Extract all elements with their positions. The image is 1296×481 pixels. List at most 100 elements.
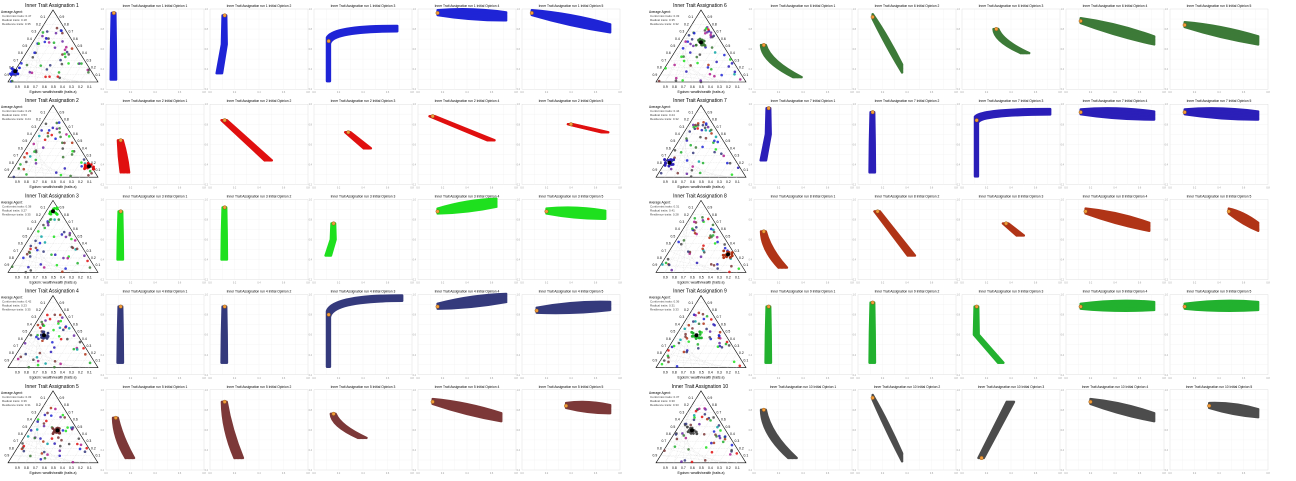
agent-point [63, 416, 66, 419]
agent-point [697, 343, 700, 346]
ternary-tick-label: 0.7 [717, 410, 722, 414]
agent-point [685, 137, 688, 140]
panel-tick-label: 1.0 [749, 8, 753, 11]
panel-tick-label: 0.8 [514, 377, 518, 380]
ternary-tick-label: 0.4 [60, 85, 65, 89]
trajectory-line [115, 13, 116, 80]
panel-tick-label: 0.6 [1242, 472, 1246, 475]
agent-point [58, 71, 61, 74]
agent-point [701, 216, 704, 219]
panel-tick-label: 1.0 [517, 198, 521, 201]
agent-point [692, 45, 695, 48]
agent-point [29, 248, 32, 251]
ternary-tick-label: 0.5 [51, 371, 56, 375]
initial-opinion-marker [223, 118, 227, 122]
agent-point [49, 218, 52, 221]
agent-point [55, 32, 58, 35]
ternary-title: Inner Trait Assignation 5 [25, 384, 79, 390]
agent-point [692, 126, 695, 129]
panel-tick-label: 0.8 [749, 218, 753, 221]
panel-tick-label: 0.8 [853, 314, 857, 317]
agent-point [709, 419, 712, 422]
agent-point [67, 62, 70, 65]
panel-tick-label: 1.0 [101, 389, 105, 392]
ternary-title: Inner Trait Assignation 10 [672, 384, 729, 390]
panel-tick-label: 0.0 [1064, 91, 1068, 94]
ternary-tick-label: 0.1 [735, 180, 740, 184]
ternary-title: Inner Trait Assignation 2 [25, 98, 79, 104]
ternary-tick-label: 0.5 [78, 139, 83, 143]
ternary-axis-label: Egoism: wealth/wealth (traits a) [29, 185, 76, 189]
panel-tick-label: 1.0 [853, 8, 857, 11]
agent-point [59, 59, 62, 62]
agent-point [720, 74, 723, 77]
ternary-tick-label: 0.9 [15, 466, 20, 470]
panel-tick-label: 0.8 [1162, 377, 1166, 380]
trajectory-panel: Inner Trait Assignation run 1 Initial Op… [517, 4, 623, 94]
ternary-tick-label: 0.1 [87, 85, 92, 89]
agent-point [661, 363, 664, 366]
ternary-tick-label: 0.3 [717, 466, 722, 470]
panel-tick-label: 1.0 [101, 294, 105, 297]
agent-point [73, 348, 76, 351]
trajectory-panel: Inner Trait Assignation run 6 Initial Op… [853, 4, 959, 94]
panel-tick-label: 0.6 [853, 429, 857, 432]
ternary-tick-label: 0.4 [82, 432, 87, 436]
panel-tick-label: 0.6 [594, 91, 598, 94]
panel-tick-label: 0.0 [520, 472, 524, 475]
agent-point [52, 329, 55, 332]
agent-point [27, 366, 30, 369]
ternary-tick-label: 0.9 [663, 85, 668, 89]
panel-tick-label: 0.8 [1061, 409, 1065, 412]
agent-point [72, 461, 75, 464]
ternary-tick-label: 0.1 [41, 15, 46, 19]
ternary-tick-label: 0.2 [739, 351, 744, 355]
agent-point [705, 328, 708, 331]
agent-point [683, 327, 686, 330]
panel-tick-label: 1.0 [853, 389, 857, 392]
legend-resilience: Resilience traits: 0.24 [2, 117, 31, 121]
ternary-title: Inner Trait Assignation 3 [25, 193, 79, 199]
panel-tick-label: 0.2 [985, 282, 989, 285]
panel-tick-label: 0.8 [517, 314, 521, 317]
panel-tick-label: 0.4 [853, 68, 857, 71]
ternary-tick-label: 0.8 [657, 351, 662, 355]
panel-title: Inner Trait Assignation run 10 Initial O… [978, 385, 1045, 389]
panel-tick-label: 0.6 [749, 429, 753, 432]
agent-point [44, 241, 47, 244]
panel-title: Inner Trait Assignation run 6 Initial Op… [979, 4, 1044, 8]
ternary-tick-label: 0.9 [708, 301, 713, 305]
panel-tick-label: 0.4 [205, 68, 209, 71]
trajectory-panel: Inner Trait Assignation run 5 Initial Op… [517, 385, 623, 475]
cluster-point [42, 331, 45, 334]
panel-tick-label: 0.8 [618, 282, 622, 285]
agent-point [696, 262, 699, 265]
panel-tick-label: 0.8 [1266, 91, 1270, 94]
trajectory-panel: Inner Trait Assignation run 6 Initial Op… [749, 4, 855, 94]
ternary-tick-label: 0.3 [680, 30, 685, 34]
agent-point [58, 76, 61, 79]
ternary-tick-label: 0.9 [60, 15, 65, 19]
agent-point [76, 262, 79, 265]
panel-tick-label: 0.4 [153, 91, 157, 94]
agent-point [88, 68, 91, 71]
agent-point [46, 314, 49, 317]
panel-title: Inner Trait Assignation run 8 Initial Op… [875, 194, 940, 198]
panel-tick-label: 0.6 [1034, 377, 1038, 380]
panel-tick-label: 0.6 [826, 377, 830, 380]
panel-tick-label: 0.6 [1242, 186, 1246, 189]
ternary-tick-label: 0.4 [730, 242, 735, 246]
agent-point [53, 218, 56, 221]
agent-point [71, 428, 74, 431]
trajectory-panel: Inner Trait Assignation run 8 Initial Op… [1061, 194, 1167, 284]
agent-point [694, 217, 697, 220]
agent-point [670, 269, 673, 272]
ternary-tick-label: 0.2 [91, 351, 96, 355]
agent-point [719, 345, 722, 348]
trajectory-panel: Inner Trait Assignation run 4 Initial Op… [101, 290, 207, 380]
ternary-tick-label: 0.8 [24, 85, 29, 89]
trajectory-panel: Inner Trait Assignation run 9 Initial Op… [853, 290, 959, 380]
agent-point [27, 435, 30, 438]
